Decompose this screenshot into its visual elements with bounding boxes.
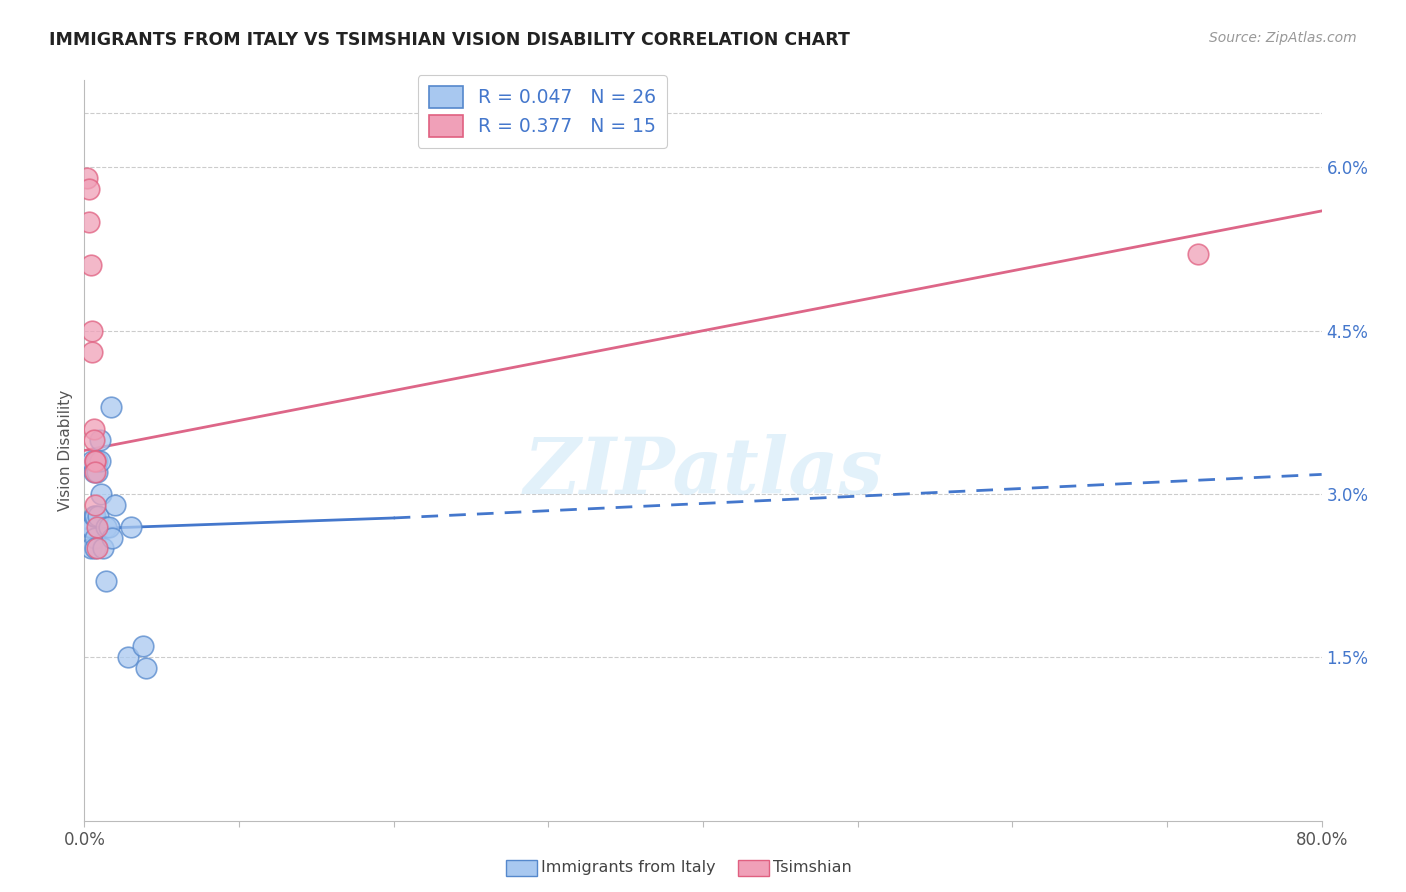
Point	[82, 324, 104, 338]
Point	[83, 422, 105, 436]
Point	[94, 519, 117, 533]
Legend: R = 0.047   N = 26, R = 0.377   N = 15: R = 0.047 N = 26, R = 0.377 N = 15	[418, 75, 666, 148]
Point	[79, 259, 101, 273]
Point	[83, 465, 105, 479]
Point	[87, 508, 110, 523]
Point	[84, 454, 107, 468]
Point	[120, 519, 142, 533]
Point	[82, 454, 104, 468]
Point	[94, 574, 117, 588]
Point	[86, 541, 108, 556]
Text: Immigrants from Italy: Immigrants from Italy	[541, 861, 716, 875]
Point	[86, 465, 108, 479]
Point	[84, 531, 107, 545]
Point	[117, 650, 139, 665]
Point	[104, 498, 127, 512]
Y-axis label: Vision Disability: Vision Disability	[58, 390, 73, 511]
Point	[89, 433, 111, 447]
Point	[84, 465, 107, 479]
Point	[100, 400, 122, 414]
Point	[98, 519, 121, 533]
Text: IMMIGRANTS FROM ITALY VS TSIMSHIAN VISION DISABILITY CORRELATION CHART: IMMIGRANTS FROM ITALY VS TSIMSHIAN VISIO…	[49, 31, 851, 49]
Point	[86, 519, 108, 533]
Text: Source: ZipAtlas.com: Source: ZipAtlas.com	[1209, 31, 1357, 45]
Point	[77, 182, 100, 196]
Point	[79, 519, 101, 533]
Text: ZIPatlas: ZIPatlas	[523, 434, 883, 511]
Point	[83, 433, 105, 447]
Point	[77, 519, 100, 533]
Point	[76, 171, 98, 186]
Point	[132, 640, 155, 654]
Point	[84, 508, 107, 523]
Point	[1187, 247, 1209, 261]
Point	[91, 541, 114, 556]
Point	[89, 454, 111, 468]
Point	[101, 531, 124, 545]
Point	[79, 541, 101, 556]
Point	[135, 661, 157, 675]
Point	[86, 454, 108, 468]
Point	[82, 345, 104, 359]
Point	[84, 541, 107, 556]
Point	[83, 508, 105, 523]
Point	[90, 487, 112, 501]
Point	[84, 454, 107, 468]
Point	[84, 498, 107, 512]
Point	[77, 215, 100, 229]
Text: Tsimshian: Tsimshian	[773, 861, 852, 875]
